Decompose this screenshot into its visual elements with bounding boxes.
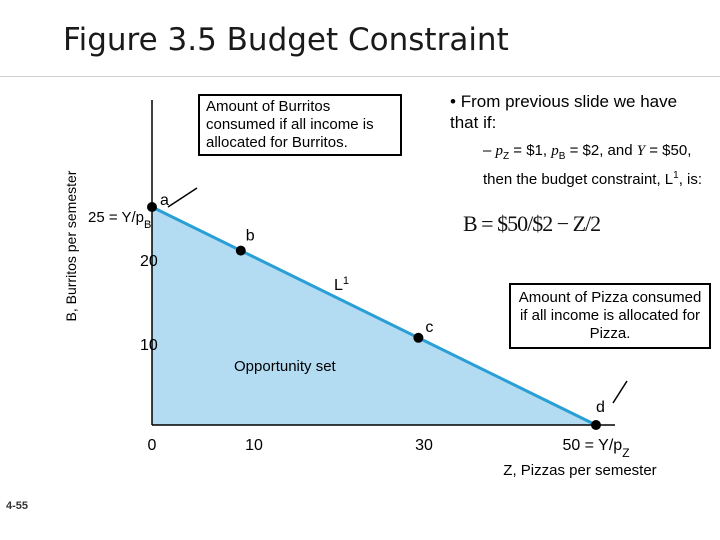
budget-line-L1	[151, 205, 597, 427]
x-tick-50: 50 = Y/pZ	[562, 437, 629, 460]
points-layer: a b c d	[147, 192, 605, 430]
sub-dash: –	[483, 142, 492, 159]
sub-sup: 1	[673, 170, 679, 181]
sub-part3: = $50, then the budget constraint, L	[483, 142, 692, 188]
burritos-callout-pointer	[167, 187, 198, 208]
point-d	[591, 420, 601, 430]
y-tick-20: 20	[140, 253, 158, 270]
sub-pz: p	[495, 143, 504, 159]
x-tick-0: 0	[148, 437, 157, 454]
point-a	[147, 202, 157, 212]
burritos-callout: Amount of Burritos consumed if all incom…	[198, 94, 402, 156]
y-tick-25: 25 = Y/pB	[88, 209, 151, 231]
sub-part2: = $2, and	[565, 142, 637, 159]
bullet-dot: •	[450, 92, 456, 111]
bullet-sub: – pZ = $1, pB = $2, and Y = $50, then th…	[483, 141, 713, 189]
point-b	[235, 245, 246, 256]
x-axis-title: Z, Pizzas per semester	[503, 462, 656, 479]
pizza-callout: Amount of Pizza consumed if all income i…	[509, 283, 711, 349]
y-axis-title: B, Burritos per semester	[63, 170, 79, 321]
point-label-d: d	[596, 399, 605, 416]
x-tick-30: 30	[415, 437, 433, 454]
bullet-main-text: From previous slide we have that if:	[450, 92, 678, 132]
slide-title: Figure 3.5 Budget Constraint	[63, 22, 509, 58]
sub-pz-sub: Z	[503, 151, 510, 162]
x-tick-10: 10	[245, 437, 263, 454]
title-divider	[0, 76, 720, 77]
point-label-b: b	[246, 228, 255, 245]
slide-number: 4-55	[6, 500, 29, 512]
pizza-callout-pointer	[612, 380, 628, 404]
sub-pb: p	[551, 143, 559, 159]
line-label-L1: L1	[334, 275, 349, 294]
sub-part1: = $1,	[509, 142, 552, 159]
y-tick-10: 10	[140, 337, 158, 354]
point-c	[413, 332, 424, 343]
opportunity-set-label: Opportunity set	[234, 358, 337, 375]
sub-y: Y	[636, 143, 646, 159]
point-label-a: a	[160, 192, 169, 209]
sub-part4: , is:	[678, 171, 703, 188]
bullet-main: • From previous slide we have that if:	[450, 91, 700, 133]
budget-formula: B = $50/$2 − Z/2	[463, 211, 601, 236]
point-label-c: c	[425, 319, 433, 336]
sub-pb-sub: B	[558, 151, 566, 162]
